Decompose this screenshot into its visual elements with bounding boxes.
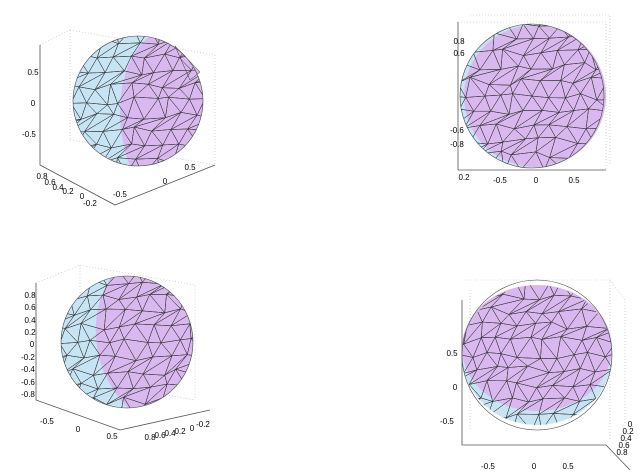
tick-label: -0.5 (113, 190, 127, 199)
tick-label: 0 (532, 462, 537, 471)
tick-label: 0.2 (24, 328, 36, 337)
tick-label: 0.8 (616, 448, 628, 457)
tick-label: 0 (534, 176, 539, 185)
tick-label: 0.5 (106, 432, 118, 441)
tick-label: -0.5 (440, 417, 454, 426)
tick-label: 0.8 (453, 37, 465, 46)
tick-label: -0.5 (40, 417, 54, 426)
tick-label: 0 (453, 383, 458, 392)
tick-label: 0 (31, 99, 36, 108)
tick-label: -0.2 (196, 420, 210, 429)
tick-label: -0.6 (450, 126, 464, 135)
tick-label: -0.2 (83, 199, 97, 208)
tick-label: 0.5 (27, 68, 39, 77)
tick-label: -0.5 (481, 462, 495, 471)
figure: 0.50-0.50.80.60.40.20-0.2-0.500.50.80.6-… (0, 0, 638, 475)
tick-label: 0 (30, 340, 35, 349)
tick-label: 0.2 (62, 187, 74, 196)
tick-label: 0 (163, 177, 168, 186)
tick-label: -0.8 (21, 390, 35, 399)
tick-label: 0.5 (446, 349, 458, 358)
sphere-1 (73, 36, 210, 166)
tick-label: 0.8 (24, 291, 36, 300)
tick-label: 0 (190, 424, 195, 433)
tick-label: 0.6 (453, 49, 465, 58)
tick-label: 0.2 (174, 427, 186, 436)
tick-label: -0.8 (450, 140, 464, 149)
tick-label: 0.5 (562, 462, 574, 471)
tick-label: -0.6 (21, 378, 35, 387)
tick-label: 0.5 (184, 163, 196, 172)
tick-label: -0.5 (493, 176, 507, 185)
tick-label: -0.2 (21, 353, 35, 362)
tick-label: 0 (76, 425, 81, 434)
tick-label: 0.4 (24, 316, 36, 325)
tick-label: 0.6 (24, 303, 36, 312)
tick-label: -0.4 (21, 365, 35, 374)
tick-label: 0.2 (458, 173, 470, 182)
tick-label: -0.5 (22, 130, 36, 139)
tick-label: 0.5 (568, 176, 580, 185)
